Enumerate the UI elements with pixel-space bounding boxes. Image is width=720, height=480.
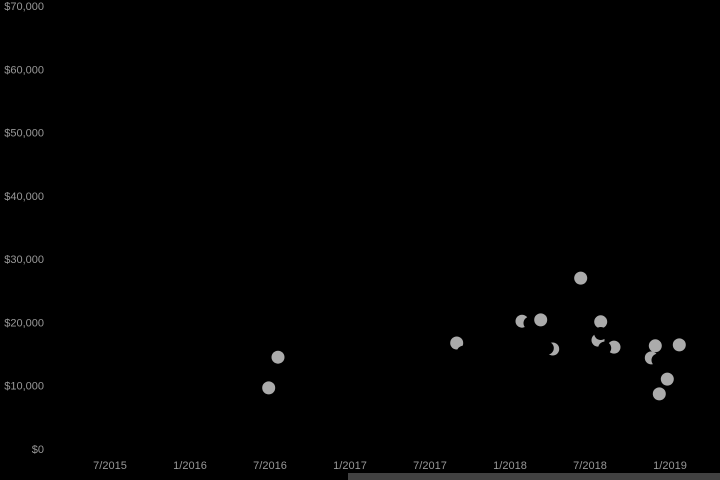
scatter-point[interactable] bbox=[271, 350, 285, 364]
scatter-point[interactable] bbox=[574, 271, 588, 285]
x-tick-label: 7/2018 bbox=[573, 460, 607, 472]
scatter-point[interactable] bbox=[262, 381, 276, 395]
x-tick-label: 7/2015 bbox=[93, 460, 127, 472]
horizontal-scrollbar-track[interactable] bbox=[0, 473, 720, 480]
occluded-scatter-point[interactable] bbox=[456, 345, 470, 359]
y-axis-tick-labels: $0 $10,000 $20,000 $30,000 $40,000 $50,000 $60… bbox=[4, 1, 44, 456]
scatter-point[interactable] bbox=[594, 315, 608, 329]
y-tick-label: $10,000 bbox=[4, 381, 44, 393]
occluded-scatter-point[interactable] bbox=[598, 341, 612, 355]
x-tick-label: 7/2017 bbox=[413, 460, 447, 472]
y-tick-label: $70,000 bbox=[4, 1, 44, 13]
scatter-point[interactable] bbox=[534, 313, 548, 327]
occluded-scatter-point[interactable] bbox=[540, 341, 554, 355]
y-tick-label: $50,000 bbox=[4, 128, 44, 140]
y-tick-label: $30,000 bbox=[4, 254, 44, 266]
occluded-scatter-point[interactable] bbox=[651, 353, 665, 367]
x-tick-label: 1/2019 bbox=[653, 460, 687, 472]
x-tick-label: 1/2018 bbox=[493, 460, 527, 472]
x-axis-tick-labels: 7/2015 1/2016 7/2016 1/2017 7/2017 1/2018 7/20… bbox=[93, 460, 687, 472]
x-tick-label: 1/2016 bbox=[173, 460, 207, 472]
scatter-point[interactable] bbox=[660, 372, 674, 386]
horizontal-scrollbar-thumb[interactable] bbox=[348, 473, 720, 480]
scatter-point[interactable] bbox=[652, 387, 666, 401]
y-tick-label: $60,000 bbox=[4, 64, 44, 76]
y-tick-label: $0 bbox=[32, 444, 44, 456]
scatter-point[interactable] bbox=[450, 336, 464, 350]
y-tick-label: $20,000 bbox=[4, 317, 44, 329]
y-tick-label: $40,000 bbox=[4, 191, 44, 203]
scatter-point[interactable] bbox=[648, 339, 662, 353]
x-tick-label: 7/2016 bbox=[253, 460, 287, 472]
x-tick-label: 1/2017 bbox=[333, 460, 367, 472]
scatter-point[interactable] bbox=[672, 338, 686, 352]
scatter-points-layer bbox=[262, 271, 686, 401]
occluded-scatter-point[interactable] bbox=[594, 327, 608, 340]
occluded-scatter-point[interactable] bbox=[523, 316, 537, 330]
